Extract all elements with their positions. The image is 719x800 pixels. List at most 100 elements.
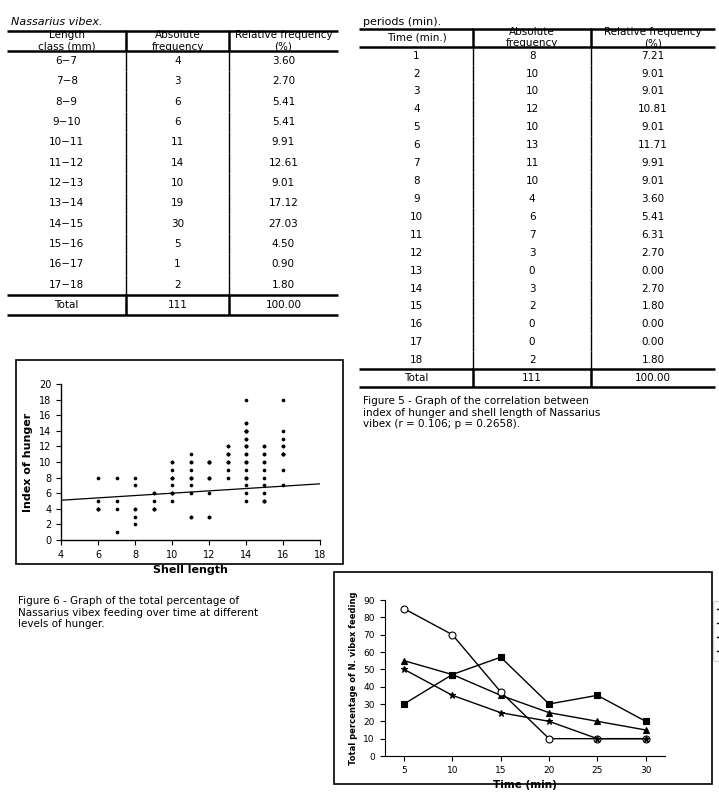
A Group	[641, 717, 650, 726]
Point	[240, 479, 252, 492]
B Group	[496, 690, 505, 700]
Point	[240, 432, 252, 445]
Point	[259, 494, 270, 507]
Point	[185, 456, 196, 469]
Point	[129, 518, 141, 531]
Point	[240, 456, 252, 469]
D Group	[448, 690, 457, 700]
Point	[92, 502, 104, 515]
D Group	[641, 734, 650, 743]
D Group	[593, 734, 602, 743]
B Group	[448, 670, 457, 679]
Point	[221, 456, 233, 469]
Point	[221, 463, 233, 476]
Point	[221, 448, 233, 461]
Point	[278, 440, 289, 453]
Point	[111, 502, 122, 515]
Point	[166, 494, 178, 507]
Point	[221, 456, 233, 469]
B Group	[400, 656, 408, 666]
Point	[259, 479, 270, 492]
Point	[240, 424, 252, 437]
Point	[92, 502, 104, 515]
Point	[278, 448, 289, 461]
C Group	[545, 734, 554, 743]
Point	[203, 510, 215, 523]
Line: C Group: C Group	[400, 605, 649, 742]
Point	[278, 394, 289, 406]
Point	[203, 456, 215, 469]
Point	[221, 456, 233, 469]
A Group	[545, 699, 554, 709]
Point	[129, 471, 141, 484]
Point	[185, 510, 196, 523]
A Group	[448, 670, 457, 679]
Point	[240, 471, 252, 484]
Point	[166, 471, 178, 484]
Point	[185, 448, 196, 461]
Point	[129, 502, 141, 515]
Point	[185, 471, 196, 484]
Point	[166, 456, 178, 469]
Point	[129, 510, 141, 523]
Point	[148, 502, 160, 515]
Point	[278, 448, 289, 461]
Point	[185, 510, 196, 523]
Point	[185, 456, 196, 469]
Point	[259, 440, 270, 453]
Point	[203, 456, 215, 469]
Point	[185, 471, 196, 484]
Point	[240, 456, 252, 469]
Line: A Group: A Group	[400, 654, 649, 725]
Point	[166, 471, 178, 484]
Point	[240, 432, 252, 445]
Point	[203, 456, 215, 469]
B Group	[545, 708, 554, 718]
Point	[278, 432, 289, 445]
Point	[240, 448, 252, 461]
Point	[240, 471, 252, 484]
Point	[185, 486, 196, 499]
Point	[166, 486, 178, 499]
Point	[221, 448, 233, 461]
Point	[240, 417, 252, 430]
Point	[221, 471, 233, 484]
Y-axis label: Index of hunger: Index of hunger	[24, 412, 34, 512]
Point	[278, 479, 289, 492]
C Group	[641, 734, 650, 743]
Point	[221, 440, 233, 453]
X-axis label: Shell length: Shell length	[153, 566, 228, 575]
Text: periods (min).: periods (min).	[363, 17, 441, 27]
Point	[259, 456, 270, 469]
Point	[259, 448, 270, 461]
Point	[203, 471, 215, 484]
Point	[129, 502, 141, 515]
Point	[148, 494, 160, 507]
Point	[240, 471, 252, 484]
Point	[240, 424, 252, 437]
Point	[111, 471, 122, 484]
Point	[203, 471, 215, 484]
X-axis label: Time (min): Time (min)	[493, 780, 557, 790]
Point	[240, 440, 252, 453]
Point	[240, 440, 252, 453]
Point	[185, 479, 196, 492]
C Group	[496, 687, 505, 697]
Point	[203, 456, 215, 469]
Point	[166, 486, 178, 499]
C Group	[593, 734, 602, 743]
Point	[240, 494, 252, 507]
Point	[166, 463, 178, 476]
Point	[240, 424, 252, 437]
Line: D Group: D Group	[400, 666, 649, 742]
C Group	[400, 604, 408, 614]
Point	[259, 486, 270, 499]
Point	[259, 494, 270, 507]
Point	[259, 463, 270, 476]
Point	[148, 502, 160, 515]
Point	[166, 479, 178, 492]
Point	[166, 456, 178, 469]
D Group	[496, 708, 505, 718]
B Group	[593, 717, 602, 726]
Point	[278, 440, 289, 453]
